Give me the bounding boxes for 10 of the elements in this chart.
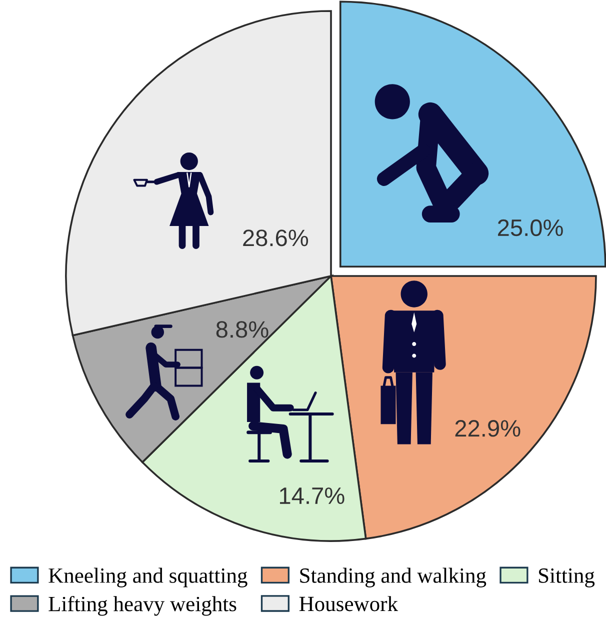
data-label: 8.8% [216, 321, 268, 338]
data-label: 25.0% [498, 219, 563, 236]
data-label: 22.9% [455, 420, 520, 437]
legend-label: Housework [299, 596, 398, 612]
legend-label: Lifting heavy weights [48, 596, 236, 616]
legend-label: Sitting [538, 568, 595, 588]
legend-label: Standing and walking [300, 568, 486, 588]
data-label: 28.6% [243, 230, 308, 246]
data-label: 14.7% [280, 487, 344, 504]
legend-label: Kneeling and squatting [48, 568, 248, 588]
